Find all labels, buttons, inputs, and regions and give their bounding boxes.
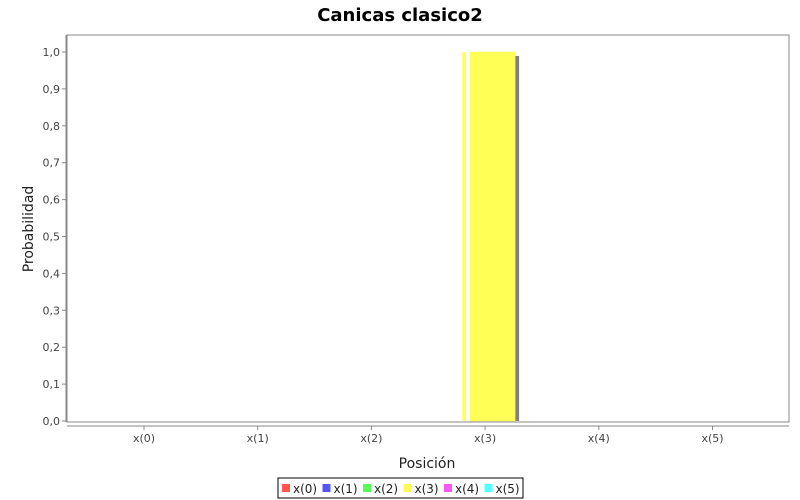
legend-label: x(3)	[415, 482, 439, 496]
legend-swatch	[484, 484, 493, 492]
y-axis-title: Probabilidad	[21, 186, 37, 273]
x-tick-label: x(4)	[588, 432, 610, 445]
y-tick-label: 0,3	[43, 304, 61, 317]
legend-label: x(5)	[496, 482, 520, 496]
legend-swatch	[444, 484, 452, 492]
y-tick-label: 0,6	[43, 194, 61, 207]
x-tick-label: x(3)	[474, 432, 496, 445]
x-tick-label: x(1)	[247, 432, 269, 445]
y-tick-label: 0,0	[43, 415, 61, 428]
x-tick-label: x(5)	[701, 432, 723, 445]
bar	[461, 51, 467, 422]
legend-swatch	[363, 484, 371, 492]
y-tick-label: 0,7	[43, 157, 61, 170]
legend-swatch	[322, 484, 331, 492]
y-tick-label: 0,5	[43, 231, 61, 244]
x-tick-label: x(0)	[133, 432, 155, 445]
legend-label: x(1)	[334, 482, 358, 496]
y-tick-label: 1,0	[43, 46, 61, 59]
legend-label: x(4)	[455, 482, 479, 496]
legend-swatch	[403, 484, 412, 492]
y-tick-label: 0,9	[43, 83, 61, 96]
legend: x(0) x(1) x(2) x(3) x(4) x(5)	[277, 477, 524, 499]
y-axis: 0,0 0,1 0,2 0,3 0,4 0,5 0,6 0,7 0,8 0,9 1,0	[43, 35, 67, 428]
legend-label: x(0)	[293, 482, 317, 496]
legend-label: x(2)	[374, 482, 398, 496]
bar	[469, 51, 516, 422]
y-tick-label: 0,2	[43, 341, 61, 354]
y-tick-label: 0,1	[43, 378, 61, 391]
bars-layer	[461, 51, 520, 422]
legend-swatch	[282, 484, 290, 492]
plot-area	[66, 34, 790, 423]
y-tick-label: 0,8	[43, 120, 61, 133]
chart-title: Canicas clasico2	[317, 5, 483, 26]
x-tick-label: x(2)	[360, 432, 382, 445]
legend-box	[277, 477, 524, 499]
x-axis: x(0) x(1) x(2) x(3) x(4) x(5)	[67, 425, 789, 445]
y-tick-label: 0,4	[43, 267, 61, 280]
x-axis-title: Posición	[399, 456, 456, 472]
